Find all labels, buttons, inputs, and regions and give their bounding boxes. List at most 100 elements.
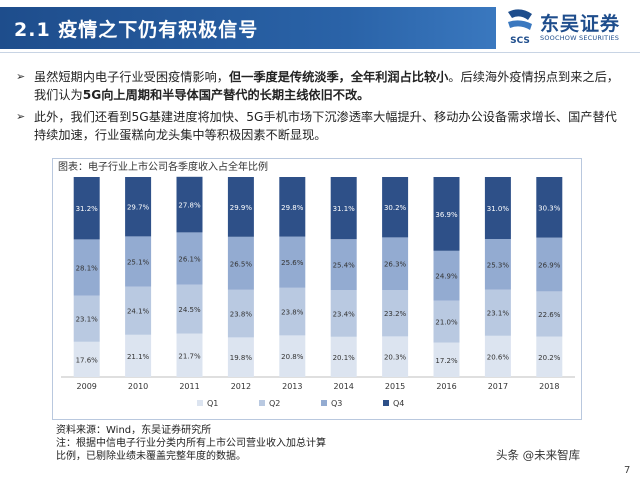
bullet-emphasis: 5G向上周期和半导体国产替代的长期主线依旧不改。: [82, 88, 370, 102]
legend-swatch-q1: [197, 400, 203, 406]
watermark-text: 头条 @未来智库: [496, 447, 581, 463]
data-label-q2-2013: 23.8%: [281, 309, 304, 317]
bullet-text: 此外，我们还看到5G基建进度将加快、5G手机市场下沉渗透率大幅提升、移动办公设备…: [34, 110, 617, 142]
x-tick-label-2009: 2009: [77, 382, 97, 391]
data-label-q3-2014: 25.4%: [333, 262, 356, 270]
data-label-q4-2011: 27.8%: [178, 202, 201, 210]
bar-q2-2011: [176, 284, 203, 334]
bar-q3-2012: [227, 236, 254, 290]
bar-q3-2017: [484, 239, 511, 290]
bar-q2-2018: [536, 291, 563, 337]
bar-q1-2016: [433, 342, 460, 377]
data-label-q3-2015: 26.3%: [384, 261, 407, 269]
data-label-q1-2016: 17.2%: [435, 357, 458, 365]
data-label-q1-2018: 20.2%: [538, 354, 561, 362]
bullet-arrow-icon: ➢: [16, 70, 26, 83]
chart-frame: 17.6% 23.1% 28.1% 31.2% 2009 21.1% 24.1% 25.1% 2…: [52, 158, 582, 420]
note-line: 注：根据中信电子行业分类内所有上市公司营业收入加总计算: [56, 438, 326, 449]
x-tick-label-2017: 2017: [488, 382, 508, 391]
bar-q4-2014: [330, 177, 357, 240]
bullet-item: ➢ 虽然短期内电子行业受困疫情影响，但一季度是传统淡季，全年利润占比较小。后续海外…: [14, 68, 626, 104]
bar-q4-2015: [382, 177, 409, 238]
data-label-q4-2016: 36.9%: [435, 211, 458, 219]
x-tick-label-2016: 2016: [436, 382, 456, 391]
data-label-q3-2018: 26.9%: [538, 262, 561, 270]
bullet-item: ➢ 此外，我们还看到5G基建进度将加快、5G手机市场下沉渗透率大幅提升、移动办公设…: [14, 108, 626, 144]
x-tick-label-2013: 2013: [282, 382, 302, 391]
bar-q4-2009: [73, 177, 100, 240]
legend-swatch-q4: [383, 400, 389, 406]
data-label-q2-2018: 22.6%: [538, 311, 561, 319]
bar-q2-2009: [73, 295, 100, 342]
bar-q3-2018: [536, 237, 563, 292]
bullet-arrow-icon: ➢: [16, 110, 26, 123]
data-label-q2-2014: 23.4%: [333, 310, 356, 318]
data-label-q2-2011: 24.5%: [178, 306, 201, 314]
data-label-q2-2012: 23.8%: [230, 311, 253, 319]
source-notes: 资料来源：Wind，东吴证券研究所 注：根据中信电子行业分类内所有上市公司营业收…: [56, 424, 326, 463]
title-bar: 2.1 疫情之下仍有积极信号: [0, 7, 496, 49]
data-label-q3-2013: 25.6%: [281, 259, 304, 267]
slide-header: 2.1 疫情之下仍有积极信号 SCS 东吴证券 SOOCHOW SECURITI…: [0, 0, 640, 52]
bar-q4-2016: [433, 177, 460, 251]
bar-q4-2011: [176, 176, 203, 233]
data-label-q3-2009: 28.1%: [76, 265, 99, 273]
data-label-q2-2010: 24.1%: [127, 308, 150, 316]
x-tick-label-2012: 2012: [231, 382, 251, 391]
legend-swatch-q3: [321, 400, 327, 406]
logo-mark-text: SCS: [510, 36, 530, 46]
data-label-q4-2017: 31.0%: [487, 205, 510, 213]
x-tick-label-2018: 2018: [539, 382, 559, 391]
data-label-q1-2011: 21.7%: [178, 352, 201, 360]
data-label-q1-2009: 17.6%: [76, 356, 99, 364]
bar-q1-2012: [227, 337, 254, 377]
page-number: 7: [624, 465, 631, 476]
x-tick-label-2011: 2011: [179, 382, 199, 391]
data-label-q3-2012: 26.5%: [230, 260, 253, 268]
bar-q1-2018: [536, 336, 563, 377]
bar-q4-2017: [484, 177, 511, 239]
legend-label-q3: Q3: [331, 399, 342, 408]
bar-q3-2016: [433, 250, 460, 301]
data-label-q2-2015: 23.2%: [384, 310, 407, 318]
data-label-q3-2011: 26.1%: [178, 256, 201, 264]
bar-q3-2015: [382, 237, 409, 290]
data-label-q4-2012: 29.9%: [230, 204, 253, 212]
bar-q1-2009: [73, 341, 100, 377]
logo-english-name: SOOCHOW SECURITIES: [540, 34, 620, 42]
bar-q2-2010: [125, 286, 152, 335]
legend-label-q2: Q2: [269, 399, 280, 408]
x-tick-label-2015: 2015: [385, 382, 405, 391]
bar-q4-2018: [536, 177, 563, 238]
data-label-q4-2015: 30.2%: [384, 204, 407, 212]
bar-q4-2012: [227, 177, 254, 237]
data-label-q3-2016: 24.9%: [435, 273, 458, 281]
bar-q1-2011: [176, 333, 203, 377]
data-label-q1-2010: 21.1%: [127, 353, 150, 361]
logo-mark-icon: SCS: [508, 9, 532, 46]
bar-q4-2010: [125, 177, 152, 237]
legend-label-q4: Q4: [393, 399, 404, 408]
data-label-q2-2016: 21.0%: [435, 319, 458, 327]
data-label-q1-2013: 20.8%: [281, 353, 304, 361]
bar-q1-2017: [484, 335, 511, 377]
bar-q1-2014: [330, 336, 357, 377]
x-tick-label-2010: 2010: [128, 382, 148, 391]
bullet-text: 。后续海外疫情拐点到来之后，我们认为: [34, 70, 619, 102]
bar-q3-2014: [330, 239, 357, 290]
bar-q3-2010: [125, 236, 152, 287]
bar-q1-2010: [125, 334, 152, 377]
data-label-q2-2017: 23.1%: [487, 310, 510, 318]
legend-label-q1: Q1: [207, 399, 218, 408]
data-label-q4-2013: 29.8%: [281, 204, 304, 212]
bar-q2-2013: [279, 287, 306, 336]
bar-q2-2016: [433, 300, 460, 343]
data-label-q3-2017: 25.3%: [487, 261, 510, 269]
logo-chinese-name: 东吴证券: [540, 13, 621, 35]
note-line-continued: 比例，已剔除业绩未覆盖完整年度的数据。: [56, 451, 246, 462]
data-label-q4-2009: 31.2%: [76, 205, 99, 213]
header-divider: [0, 52, 640, 53]
data-label-q1-2015: 20.3%: [384, 354, 407, 362]
bar-q2-2012: [227, 289, 254, 338]
bar-q1-2015: [382, 336, 409, 377]
